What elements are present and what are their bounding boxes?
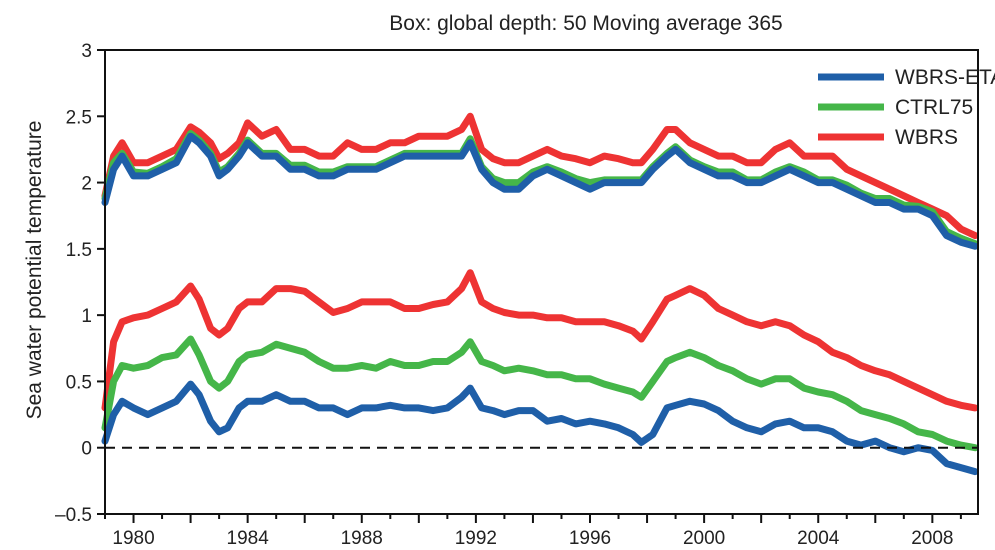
y-tick-label: 3 xyxy=(81,41,92,62)
legend-label: WBRS xyxy=(895,126,958,149)
x-tick-label: 1984 xyxy=(227,528,270,549)
y-tick-label: 2.5 xyxy=(66,107,92,128)
x-tick-label: 2000 xyxy=(683,528,725,549)
legend: WBRS-ETAU CTRL75 WBRS xyxy=(818,66,995,149)
series-lines xyxy=(101,112,979,476)
y-tick-label: 2 xyxy=(81,174,92,195)
y-tick-label: 0 xyxy=(81,439,92,460)
x-tick-label: 1980 xyxy=(112,528,154,549)
y-tick-label: 1.5 xyxy=(66,240,92,261)
y-axis-title: Sea water potential temperature xyxy=(23,121,46,420)
legend-label: WBRS-ETAU xyxy=(895,66,995,89)
x-tick-label: 2004 xyxy=(797,528,840,549)
plot-frame xyxy=(104,49,979,515)
series-line-wbrs-etau-lower xyxy=(101,380,979,476)
series-line-wbrs-etau-upper xyxy=(101,132,979,250)
legend-label: CTRL75 xyxy=(895,96,973,119)
x-tick-label: 2008 xyxy=(911,528,953,549)
axis-ticks: –0.5 0 0.5 1 1.5 2 2.5 3 1980 1984 1988 1992 1996 200… xyxy=(55,41,962,549)
y-tick-label: 1 xyxy=(81,306,92,327)
series-line-ctrl75-lower xyxy=(101,335,979,452)
x-tick-label: 1996 xyxy=(569,528,611,549)
series-line-wbrs-upper xyxy=(101,112,979,240)
y-tick-label: 0.5 xyxy=(66,372,92,393)
y-tick-label: –0.5 xyxy=(55,505,92,526)
series-line-wbrs-lower xyxy=(101,269,979,412)
x-tick-label: 1988 xyxy=(341,528,383,549)
chart-title: Box: global depth: 50 Moving average 365 xyxy=(389,12,782,35)
x-tick-label: 1992 xyxy=(455,528,497,549)
